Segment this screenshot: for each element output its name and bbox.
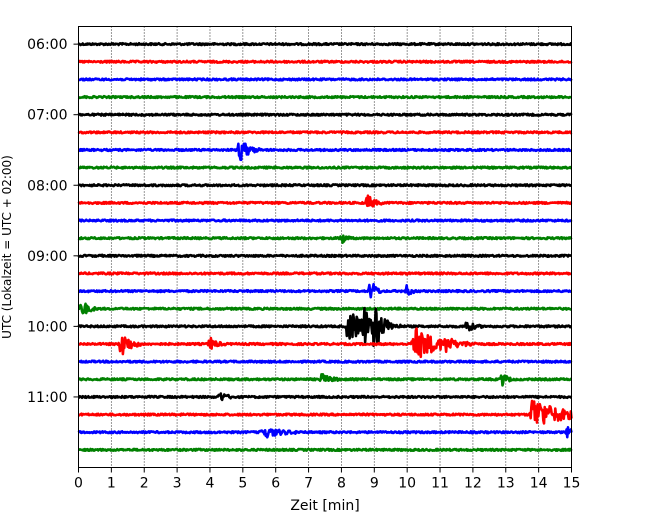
- trace-row: [77, 282, 573, 299]
- x-tick-label: 13: [497, 476, 515, 492]
- trace-row: [77, 359, 573, 364]
- trace-group: [77, 41, 573, 453]
- trace-row: [77, 218, 573, 223]
- trace-row: [77, 447, 573, 453]
- trace-row: [77, 399, 573, 425]
- trace-row: [77, 392, 573, 402]
- x-tick-label: 0: [74, 476, 83, 492]
- x-tick-label: 6: [271, 476, 280, 492]
- y-axis-label: UTC (Lokalzeit = UTC + 02:00): [0, 155, 14, 339]
- x-tick-label: 11: [431, 476, 449, 492]
- trace-row: [77, 94, 573, 100]
- x-tick-label: 12: [464, 476, 482, 492]
- trace-row: [77, 142, 573, 162]
- y-tick-label: 09:00: [27, 249, 67, 265]
- x-tick-label: 1: [107, 476, 116, 492]
- trace-row: [77, 302, 573, 315]
- trace-row: [77, 59, 573, 64]
- x-tick-label: 15: [563, 476, 581, 492]
- y-axis: 06:00 07:00 08:00 09:00 10:00 11:00: [27, 37, 79, 406]
- x-tick-label: 9: [370, 476, 379, 492]
- vertical-grid: [110, 26, 540, 468]
- x-tick-label: 5: [238, 476, 247, 492]
- y-tick-label: 08:00: [27, 178, 67, 194]
- trace-row: [77, 165, 573, 170]
- trace-row: [77, 253, 573, 259]
- x-tick-label: 14: [530, 476, 548, 492]
- x-tick-label: 4: [206, 476, 215, 492]
- x-tick-label: 8: [337, 476, 346, 492]
- trace-row: [77, 271, 573, 276]
- y-tick-label: 07:00: [27, 108, 67, 124]
- trace-row: [77, 112, 573, 117]
- y-tick-label: 06:00: [27, 37, 67, 53]
- trace-row: [77, 306, 573, 348]
- trace-row: [77, 194, 573, 208]
- trace-row: [77, 373, 573, 387]
- trace-row: [77, 77, 573, 82]
- x-axis-label: Zeit [min]: [290, 498, 359, 514]
- y-tick-label: 10:00: [27, 319, 67, 335]
- trace-row: [77, 130, 573, 135]
- x-tick-label: 2: [140, 476, 149, 492]
- trace-row: [77, 234, 573, 244]
- plot-frame: [78, 26, 572, 468]
- x-axis: 0 1 2 3 4 5 6 7 8 9 10 11 12 13 14 15: [74, 467, 581, 492]
- trace-row: [77, 426, 573, 439]
- trace-row: [77, 327, 573, 359]
- y-tick-label: 11:00: [27, 390, 67, 406]
- trace-row: [77, 41, 573, 47]
- x-tick-label: 7: [304, 476, 313, 492]
- trace-row: [77, 183, 573, 188]
- x-tick-label: 10: [398, 476, 416, 492]
- x-tick-label: 3: [173, 476, 182, 492]
